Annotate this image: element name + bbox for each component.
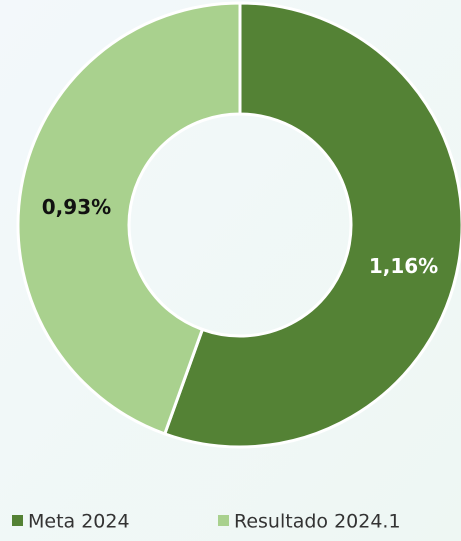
donut-slice: [162, 1, 461, 449]
data-label: 0,93%: [42, 195, 111, 219]
plot: 1,16% 0,93%: [16, 1, 461, 449]
data-label: 1,16%: [369, 254, 438, 278]
legend-swatch: [218, 515, 229, 526]
legend-label: Meta 2024: [28, 511, 130, 533]
legend-label: Resultado 2024.1: [234, 511, 401, 533]
legend-swatch: [12, 515, 23, 526]
legend: Meta 2024 Resultado 2024.1: [12, 511, 401, 533]
donut-slice: [16, 1, 242, 436]
